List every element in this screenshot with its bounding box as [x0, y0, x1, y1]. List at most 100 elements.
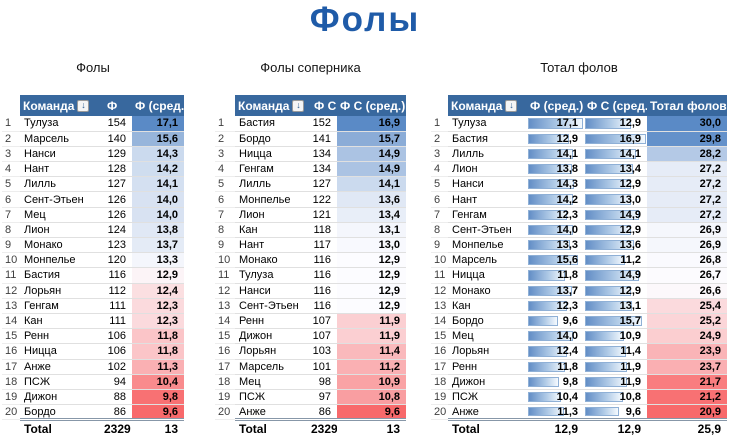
rank-cell[interactable]: 18 — [2, 374, 20, 390]
value-cell-databar[interactable]: 11,9 — [584, 359, 647, 375]
value-cell[interactable]: 112 — [104, 283, 132, 299]
value-cell[interactable]: 86 — [311, 404, 337, 421]
value-cell-colorscale[interactable]: 14,0 — [132, 207, 184, 223]
rank-cell[interactable]: 17 — [215, 359, 235, 375]
rank-cell[interactable]: 18 — [431, 374, 448, 390]
value-cell[interactable]: 122 — [311, 191, 337, 208]
value-cell-colorscale[interactable]: 26,9 — [647, 222, 727, 239]
total-label[interactable]: Total — [448, 418, 527, 437]
value-cell[interactable]: 141 — [311, 131, 337, 147]
team-cell[interactable]: Анже — [20, 359, 104, 375]
team-cell[interactable]: Лион — [20, 222, 104, 239]
team-cell[interactable]: Бастия — [20, 267, 104, 284]
rank-cell[interactable]: 6 — [215, 191, 235, 208]
value-cell-databar[interactable]: 12,3 — [527, 298, 584, 314]
team-cell[interactable]: Сент-Этьен — [235, 298, 311, 314]
team-cell[interactable]: Мец — [448, 328, 527, 345]
value-cell-databar[interactable]: 14,3 — [527, 176, 584, 193]
value-cell-colorscale[interactable]: 13,3 — [132, 252, 184, 269]
value-cell[interactable]: 106 — [104, 343, 132, 360]
team-column-header[interactable]: Команда ↓ — [448, 95, 527, 116]
value-cell[interactable]: 117 — [311, 237, 337, 254]
rank-cell[interactable]: 15 — [431, 328, 448, 345]
team-cell[interactable]: Дижон — [448, 374, 527, 390]
team-column-header[interactable]: Команда ↓ — [235, 95, 311, 116]
value-cell-colorscale[interactable]: 14,2 — [132, 161, 184, 178]
team-cell[interactable]: Бастия — [448, 131, 527, 147]
value-cell-colorscale[interactable]: 9,6 — [132, 404, 184, 421]
value-cell[interactable]: 154 — [104, 116, 132, 132]
rank-cell[interactable]: 13 — [2, 298, 20, 314]
rank-cell[interactable]: 16 — [215, 343, 235, 360]
value-cell-colorscale[interactable]: 14,9 — [337, 161, 406, 178]
team-cell[interactable]: Нант — [235, 237, 311, 254]
rank-cell[interactable]: 4 — [2, 161, 20, 178]
team-cell[interactable]: Анже — [448, 404, 527, 421]
value-cell-colorscale[interactable]: 23,7 — [647, 359, 727, 375]
value-cell-databar[interactable]: 9,6 — [584, 404, 647, 421]
team-cell[interactable]: Сент-Этьен — [448, 222, 527, 239]
fouls-avg-column-header[interactable]: Ф (сред.) — [132, 95, 184, 116]
sort-filter-icon[interactable]: ↓ — [77, 99, 90, 112]
value-cell[interactable]: 127 — [104, 176, 132, 193]
value-cell-colorscale[interactable]: 10,8 — [337, 389, 406, 406]
rank-cell[interactable]: 12 — [2, 283, 20, 299]
total-opp-fouls-avg-value[interactable]: 13 — [337, 418, 406, 437]
team-cell[interactable]: Лилль — [235, 176, 311, 193]
value-cell-databar[interactable]: 17,1 — [527, 116, 584, 132]
value-cell-databar[interactable]: 12,9 — [527, 131, 584, 147]
team-cell[interactable]: Генгам — [235, 161, 311, 178]
value-cell[interactable]: 127 — [311, 176, 337, 193]
value-cell[interactable]: 101 — [311, 359, 337, 375]
value-cell-colorscale[interactable]: 26,9 — [647, 237, 727, 254]
value-cell-databar[interactable]: 11,3 — [527, 404, 584, 421]
team-cell[interactable]: Нанси — [448, 176, 527, 193]
rank-cell[interactable]: 4 — [215, 161, 235, 178]
rank-cell[interactable]: 2 — [431, 131, 448, 147]
value-cell-colorscale[interactable]: 30,0 — [647, 116, 727, 132]
rank-cell[interactable]: 16 — [2, 343, 20, 360]
value-cell[interactable]: 111 — [104, 313, 132, 330]
fouls-avg-column-header[interactable]: Ф (сред.) — [527, 95, 584, 116]
rank-cell[interactable]: 7 — [215, 207, 235, 223]
value-cell-colorscale[interactable]: 13,0 — [337, 237, 406, 254]
team-cell[interactable]: Лорьян — [20, 283, 104, 299]
team-cell[interactable]: Тулуза — [235, 267, 311, 284]
value-cell-colorscale[interactable]: 12,9 — [337, 283, 406, 299]
rank-cell[interactable]: 11 — [215, 267, 235, 284]
value-cell-colorscale[interactable]: 9,6 — [337, 404, 406, 421]
team-cell[interactable]: Бордо — [448, 313, 527, 330]
value-cell-databar[interactable]: 13,7 — [527, 283, 584, 299]
value-cell-colorscale[interactable]: 11,8 — [132, 328, 184, 345]
rank-cell[interactable]: 20 — [215, 404, 235, 421]
team-cell[interactable]: Монпелье — [20, 252, 104, 269]
value-cell-databar[interactable]: 12,3 — [527, 207, 584, 223]
team-cell[interactable]: Тулуза — [20, 116, 104, 132]
team-cell[interactable]: Марсель — [20, 131, 104, 147]
total-fouls-value[interactable]: 2329 — [104, 418, 132, 437]
value-cell-databar[interactable]: 9,8 — [527, 374, 584, 390]
rank-cell[interactable]: 11 — [2, 267, 20, 284]
value-cell-colorscale[interactable]: 13,8 — [132, 222, 184, 239]
value-cell[interactable]: 107 — [311, 328, 337, 345]
total-label[interactable]: Total — [20, 418, 104, 437]
fouls-column-header[interactable]: Ф — [104, 95, 132, 116]
value-cell[interactable]: 94 — [104, 374, 132, 390]
value-cell-colorscale[interactable]: 16,9 — [337, 116, 406, 132]
value-cell-colorscale[interactable]: 29,8 — [647, 131, 727, 147]
value-cell[interactable]: 118 — [311, 222, 337, 239]
value-cell-databar[interactable]: 14,0 — [527, 222, 584, 239]
value-cell-databar[interactable]: 13,4 — [584, 161, 647, 178]
rank-cell[interactable]: 10 — [431, 252, 448, 269]
value-cell[interactable]: 121 — [311, 207, 337, 223]
team-cell[interactable]: Тулуза — [448, 116, 527, 132]
rank-cell[interactable]: 16 — [431, 343, 448, 360]
value-cell-colorscale[interactable]: 15,6 — [132, 131, 184, 147]
value-cell-colorscale[interactable]: 26,7 — [647, 267, 727, 284]
value-cell-databar[interactable]: 11,8 — [527, 267, 584, 284]
rank-cell[interactable]: 11 — [431, 267, 448, 284]
rank-cell[interactable]: 19 — [215, 389, 235, 406]
rank-cell[interactable]: 9 — [2, 237, 20, 254]
rank-cell[interactable]: 6 — [2, 191, 20, 208]
value-cell-colorscale[interactable]: 12,9 — [337, 298, 406, 314]
